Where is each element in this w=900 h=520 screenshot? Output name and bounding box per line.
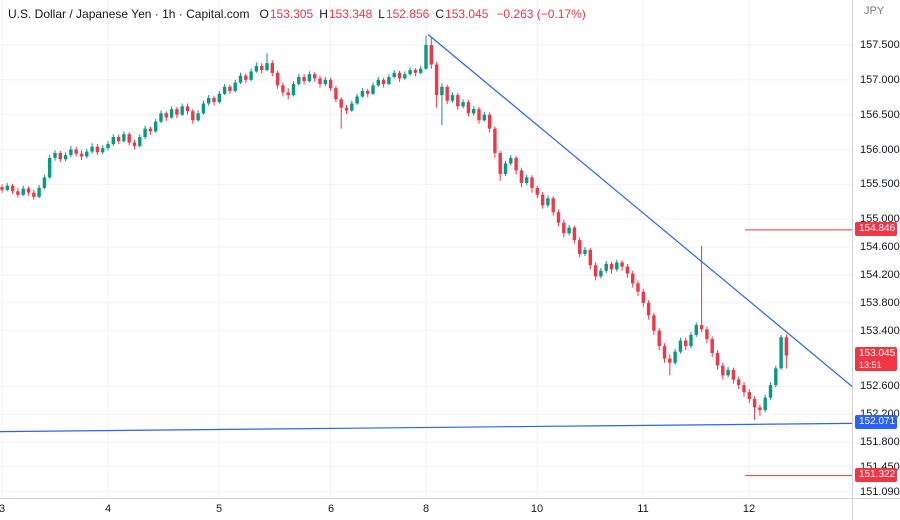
price-tick-label: 156.000 xyxy=(860,144,900,156)
price-tick-label: 156.500 xyxy=(860,109,900,121)
price-tick-label: 154.200 xyxy=(860,269,900,281)
ohlc-o: O153.305 xyxy=(259,7,314,21)
time-tick-label: 12 xyxy=(742,503,756,515)
price-tick-label: 151.800 xyxy=(860,436,900,448)
ohlc-l: L152.856 xyxy=(378,7,430,21)
symbol-legend[interactable]: U.S. Dollar / Japanese Yen · 1h · Capita… xyxy=(8,7,586,21)
symbol-title[interactable]: U.S. Dollar / Japanese Yen · 1h · Capita… xyxy=(8,7,250,21)
price-axis[interactable]: JPY 157.500 157.000 156.500 156.000 155.500 1… xyxy=(852,0,900,498)
time-tick-label: 3 xyxy=(0,503,6,515)
time-axis[interactable]: 3 4 5 6 8 10 11 12 xyxy=(0,498,852,520)
candlestick-chart-canvas[interactable] xyxy=(0,0,852,498)
price-tick-label: 153.400 xyxy=(860,325,900,337)
ohlc-c: C153.045 xyxy=(435,7,489,21)
price-change: −0.263 (−0.17%) xyxy=(496,7,586,21)
price-tick-label: 157.000 xyxy=(860,74,900,86)
time-tick-label: 5 xyxy=(215,503,223,515)
currency-label: JPY xyxy=(864,5,885,17)
price-tick-label: 157.500 xyxy=(860,39,900,51)
time-tick-label: 11 xyxy=(637,503,649,515)
price-tick-label: 151.090 xyxy=(860,486,900,498)
price-tick-label: 152.600 xyxy=(860,380,900,392)
ascending-trendline[interactable] xyxy=(0,422,852,433)
price-tick-label: 155.500 xyxy=(860,178,900,190)
ohlc-h: H153.348 xyxy=(319,7,373,21)
time-tick-label: 8 xyxy=(422,503,430,515)
price-tick-label: 154.600 xyxy=(860,241,900,253)
time-tick-label: 4 xyxy=(104,503,112,515)
trendline-price-badge: 152.071 xyxy=(855,415,897,429)
descending-trendline[interactable] xyxy=(427,34,852,387)
last-price-badge: 153.045 13:51 xyxy=(855,347,897,371)
time-tick-label: 10 xyxy=(530,503,544,515)
price-level-badge-154846: 154.846 xyxy=(855,222,897,236)
ohlc-values: O153.305 H153.348 L152.856 C153.045 xyxy=(259,7,494,21)
time-tick-label: 6 xyxy=(327,503,335,515)
axis-corner xyxy=(852,498,900,520)
price-tick-label: 153.800 xyxy=(860,297,900,309)
price-level-badge-151322: 151.322 xyxy=(855,468,897,482)
